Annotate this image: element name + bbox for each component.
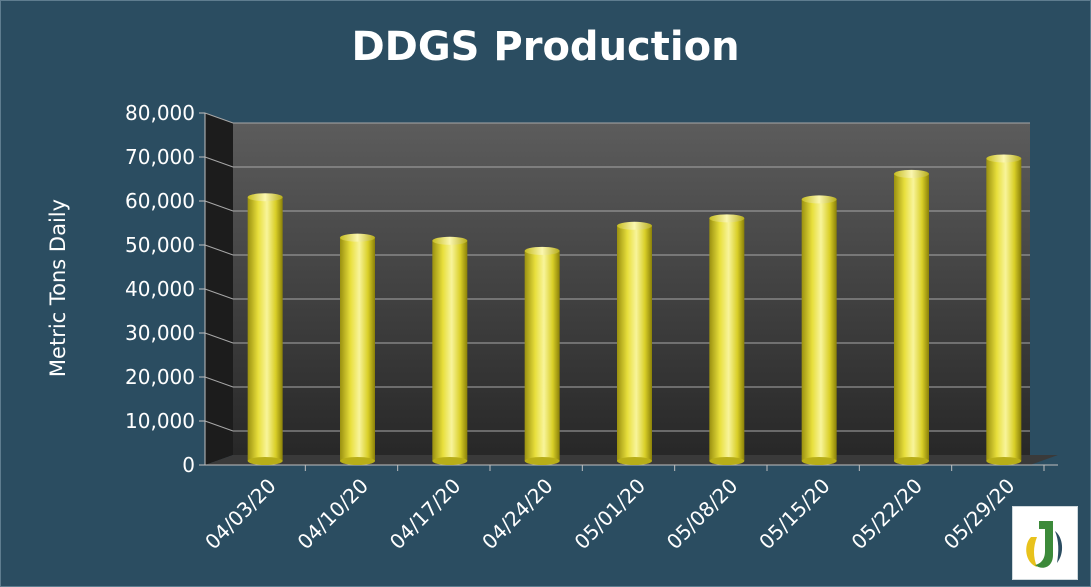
y-tick-label: 10,000 bbox=[125, 409, 195, 433]
y-tick-label: 80,000 bbox=[125, 101, 195, 125]
bar-body bbox=[524, 250, 560, 461]
bar bbox=[247, 193, 283, 465]
bar-body bbox=[247, 197, 283, 461]
bar-body bbox=[617, 225, 652, 461]
bar-cap bbox=[709, 214, 745, 223]
bar-base bbox=[247, 457, 283, 465]
gridline bbox=[204, 332, 1030, 344]
y-tick-label: 40,000 bbox=[125, 277, 195, 301]
x-tick-label: 05/22/20 bbox=[847, 474, 927, 554]
gridline bbox=[204, 288, 1030, 300]
bar bbox=[894, 169, 929, 465]
bar bbox=[801, 195, 837, 465]
bar-body bbox=[432, 240, 468, 461]
bar-base bbox=[986, 457, 1022, 465]
x-tick-label: 04/17/20 bbox=[385, 474, 465, 554]
bar-body bbox=[986, 158, 1022, 462]
company-logo bbox=[1012, 506, 1078, 580]
bar-base bbox=[432, 457, 468, 465]
bar-base bbox=[617, 457, 652, 465]
bar-cap bbox=[524, 246, 560, 255]
bar-cap bbox=[432, 236, 468, 245]
y-tick-label: 20,000 bbox=[125, 365, 195, 389]
x-tick-label: 04/24/20 bbox=[477, 474, 557, 554]
y-tick-label: 50,000 bbox=[125, 233, 195, 257]
bar-base bbox=[709, 457, 745, 465]
gridline bbox=[204, 420, 1030, 432]
gridline bbox=[204, 200, 1030, 212]
x-tick-label: 04/03/20 bbox=[200, 474, 280, 554]
bar bbox=[340, 233, 375, 465]
bar-cap bbox=[247, 193, 283, 202]
y-tick-label: 70,000 bbox=[125, 145, 195, 169]
y-tick-label: 0 bbox=[182, 453, 195, 477]
bar-base bbox=[524, 457, 560, 465]
chart-title: DDGS Production bbox=[351, 24, 740, 70]
bar-body bbox=[709, 218, 745, 461]
gridline bbox=[204, 244, 1030, 256]
bar-base bbox=[894, 457, 929, 465]
bar-body bbox=[801, 199, 837, 461]
gridline bbox=[204, 112, 1030, 124]
y-tick-label: 60,000 bbox=[125, 189, 195, 213]
bar bbox=[524, 246, 560, 465]
bar bbox=[617, 221, 652, 465]
side-wall bbox=[205, 113, 233, 465]
bar-cap bbox=[617, 221, 652, 230]
gridline bbox=[204, 376, 1030, 388]
bar bbox=[709, 214, 745, 465]
bar-cap bbox=[894, 169, 929, 178]
bar bbox=[986, 154, 1022, 465]
company-logo-icon bbox=[1026, 521, 1063, 568]
bar-cap bbox=[340, 233, 375, 242]
bar-base bbox=[801, 457, 837, 465]
x-tick-label: 05/08/20 bbox=[662, 474, 742, 554]
x-tick-label: 05/15/20 bbox=[754, 474, 834, 554]
bar bbox=[432, 236, 468, 465]
bar-cap bbox=[801, 195, 837, 204]
x-tick-label: 05/29/20 bbox=[939, 474, 1019, 554]
bar-body bbox=[340, 237, 375, 461]
bar-body bbox=[894, 173, 929, 461]
bar-cap bbox=[986, 154, 1022, 163]
x-tick-label: 04/10/20 bbox=[293, 474, 373, 554]
gridline bbox=[204, 156, 1030, 168]
x-tick-label: 05/01/20 bbox=[570, 474, 650, 554]
y-tick-label: 30,000 bbox=[125, 321, 195, 345]
bar-base bbox=[340, 457, 375, 465]
